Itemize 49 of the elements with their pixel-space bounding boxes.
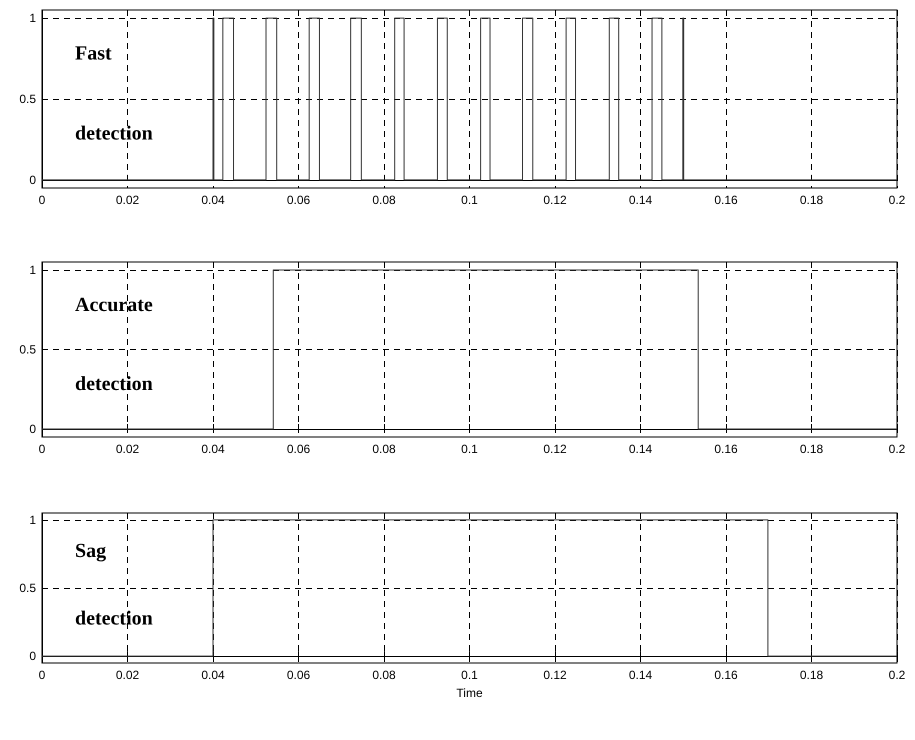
x-tick-label: 0 xyxy=(38,442,46,456)
x-tick-label: 0.18 xyxy=(800,668,824,682)
x-tick-label: 0.02 xyxy=(116,668,140,682)
x-tick-label: 0.2 xyxy=(888,442,906,456)
x-tick-label: 0.12 xyxy=(543,668,567,682)
x-tick-label: 0.1 xyxy=(461,193,478,207)
x-tick-label: 0.2 xyxy=(888,193,906,207)
x-tick-label: 0.16 xyxy=(714,193,738,207)
x-tick-label: 0.04 xyxy=(201,442,225,456)
annotation: Fast xyxy=(75,42,112,65)
x-tick-label: 0.06 xyxy=(286,193,310,207)
x-tick-label: 0.14 xyxy=(628,668,652,682)
x-tick-label: 0.12 xyxy=(543,442,567,456)
x-axis-title: Time xyxy=(456,686,483,700)
x-tick-label: 0.04 xyxy=(201,193,225,207)
x-tick-label: 0.14 xyxy=(628,193,652,207)
y-tick-label: 0.5 xyxy=(19,92,36,106)
x-tick-label: 0.02 xyxy=(116,442,140,456)
x-tick-label: 0.12 xyxy=(543,193,567,207)
y-tick-label: 0 xyxy=(29,649,36,664)
x-tick-label: 0.04 xyxy=(201,668,225,682)
x-tick-label: 0.2 xyxy=(888,668,906,682)
annotation: Accurate xyxy=(75,294,153,316)
annotation: detection xyxy=(75,372,153,395)
y-tick-label: 1 xyxy=(29,11,36,26)
x-tick-label: 0.06 xyxy=(286,442,310,456)
y-tick-label: 0 xyxy=(29,422,36,436)
x-tick-label: 0.08 xyxy=(372,442,396,456)
y-tick-label: 1 xyxy=(29,512,36,527)
x-tick-label: 0 xyxy=(38,668,46,682)
y-tick-label: 0.5 xyxy=(19,342,36,356)
annotation: detection xyxy=(75,122,153,145)
x-tick-label: 0.1 xyxy=(461,668,478,682)
x-tick-label: 0.02 xyxy=(116,193,140,207)
x-tick-label: 0.1 xyxy=(461,442,478,456)
y-tick-label: 0.5 xyxy=(19,581,36,595)
x-tick-label: 0.08 xyxy=(372,193,396,207)
x-tick-label: 0.06 xyxy=(286,668,310,682)
x-tick-label: 0.08 xyxy=(372,668,396,682)
x-tick-label: 0.18 xyxy=(800,193,824,207)
x-tick-label: 0.16 xyxy=(714,442,738,456)
x-tick-label: 0.18 xyxy=(800,442,824,456)
x-tick-label: 0.14 xyxy=(628,442,652,456)
annotation: detection xyxy=(75,608,153,630)
x-tick-label: 0 xyxy=(38,193,46,207)
x-tick-label: 0.16 xyxy=(714,668,738,682)
y-tick-label: 0 xyxy=(29,172,36,187)
y-tick-label: 1 xyxy=(29,262,36,277)
annotation: Sag xyxy=(75,540,106,562)
